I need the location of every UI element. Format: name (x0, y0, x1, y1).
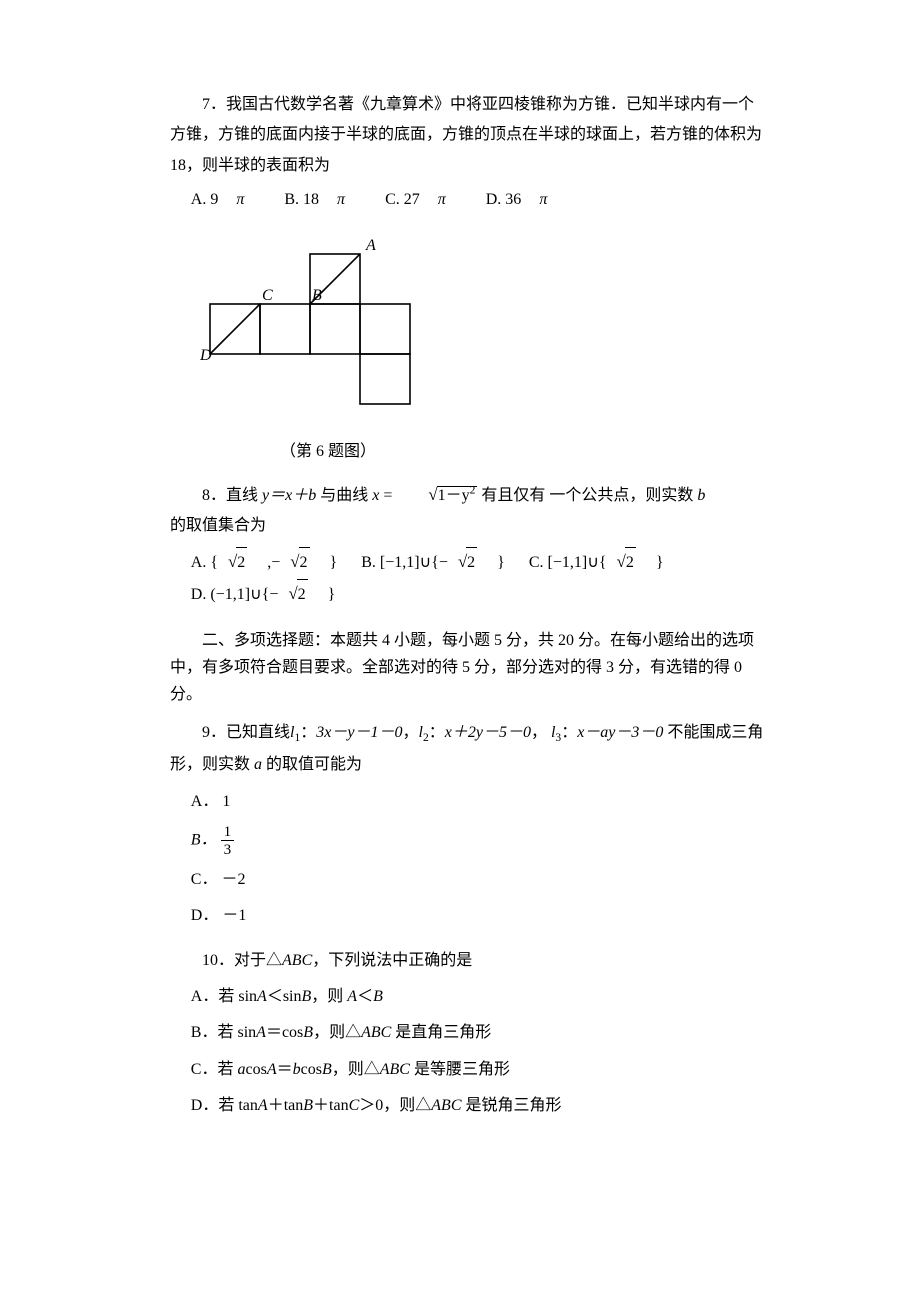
q10-opt-c: C．若 acosA＝bcosB，则△ABC 是等腰三角形 (170, 1055, 770, 1085)
figure-6-caption: （第 6 题图） (280, 437, 770, 467)
fig6-label-b: B (312, 287, 322, 304)
sqrt-expr: 1－y2 (396, 479, 477, 511)
q9-stem: 9．已知直线l1：3x－y－1－0，l2：x＋2y－5－0， l3：x－ay－3… (170, 718, 770, 780)
section-2-header: 二、多项选择题：本题共 4 小题，每小题 5 分，共 20 分。在每小题给出的选… (170, 627, 770, 709)
q8-num: 8． (202, 487, 226, 504)
q8-opt-d: D. (−1,1]∪{−2} (191, 578, 346, 610)
q7-opt-a: A. 9π (191, 191, 263, 208)
question-7: 7．我国古代数学名著《九章算术》中将亚四棱锥称为方锥．已知半球内有一个方锥，方锥… (170, 90, 770, 216)
q9-opt-c: C． －2 (170, 865, 770, 895)
q7-options: A. 9π B. 18π C. 27π D. 36π (170, 185, 770, 215)
q8-opt-a: A. {2,−2} (191, 546, 347, 578)
q8-options: A. {2,−2} B. [−1,1]∪{−2} C. [−1,1]∪{2} D… (170, 546, 770, 611)
q8-opt-c: C. [−1,1]∪{2} (529, 546, 674, 578)
question-9: 9．已知直线l1：3x－y－1－0，l2：x＋2y－5－0， l3：x－ay－3… (170, 718, 770, 932)
q9-opt-a: A． 1 (170, 787, 770, 817)
q10-stem: 10．对于△ABC，下列说法中正确的是 (170, 946, 770, 976)
q10-opt-a: A．若 sinA＜sinB，则 A＜B (170, 982, 770, 1012)
q7-opt-c: C. 27π (385, 191, 464, 208)
fig6-label-c: C (262, 287, 273, 304)
q10-opt-d: D．若 tanA＋tanB＋tanC＞0，则△ABC 是锐角三角形 (170, 1091, 770, 1121)
question-8: 8．直线 y＝x＋b 与曲线 x = 1－y2 有且仅有 一个公共点，则实数 b… (170, 479, 770, 611)
q8-line2: 的取值集合为 (170, 511, 770, 541)
q7-num: 7． (202, 96, 226, 113)
fig6-label-d: D (200, 347, 212, 364)
q9-opt-b: B． 13 (170, 823, 770, 859)
figure-6-svg: A B C D (200, 234, 440, 409)
figure-6: A B C D (200, 234, 770, 409)
q7-opt-b: B. 18π (284, 191, 363, 208)
q10-opt-b: B．若 sinA＝cosB，则△ABC 是直角三角形 (170, 1018, 770, 1048)
q8-opt-b: B. [−1,1]∪{−2} (361, 546, 515, 578)
q7-body: 我国古代数学名著《九章算术》中将亚四棱锥称为方锥．已知半球内有一个方锥，方锥的底… (170, 96, 762, 174)
question-10: 10．对于△ABC，下列说法中正确的是 A．若 sinA＜sinB，则 A＜B … (170, 946, 770, 1122)
q7-opt-d: D. 36π (486, 191, 566, 208)
q9-opt-d: D． －1 (170, 901, 770, 931)
fig6-label-a: A (365, 237, 376, 254)
q8-line1: 8．直线 y＝x＋b 与曲线 x = 1－y2 有且仅有 一个公共点，则实数 b (170, 479, 770, 511)
q7-text: 7．我国古代数学名著《九章算术》中将亚四棱锥称为方锥．已知半球内有一个方锥，方锥… (170, 90, 770, 181)
